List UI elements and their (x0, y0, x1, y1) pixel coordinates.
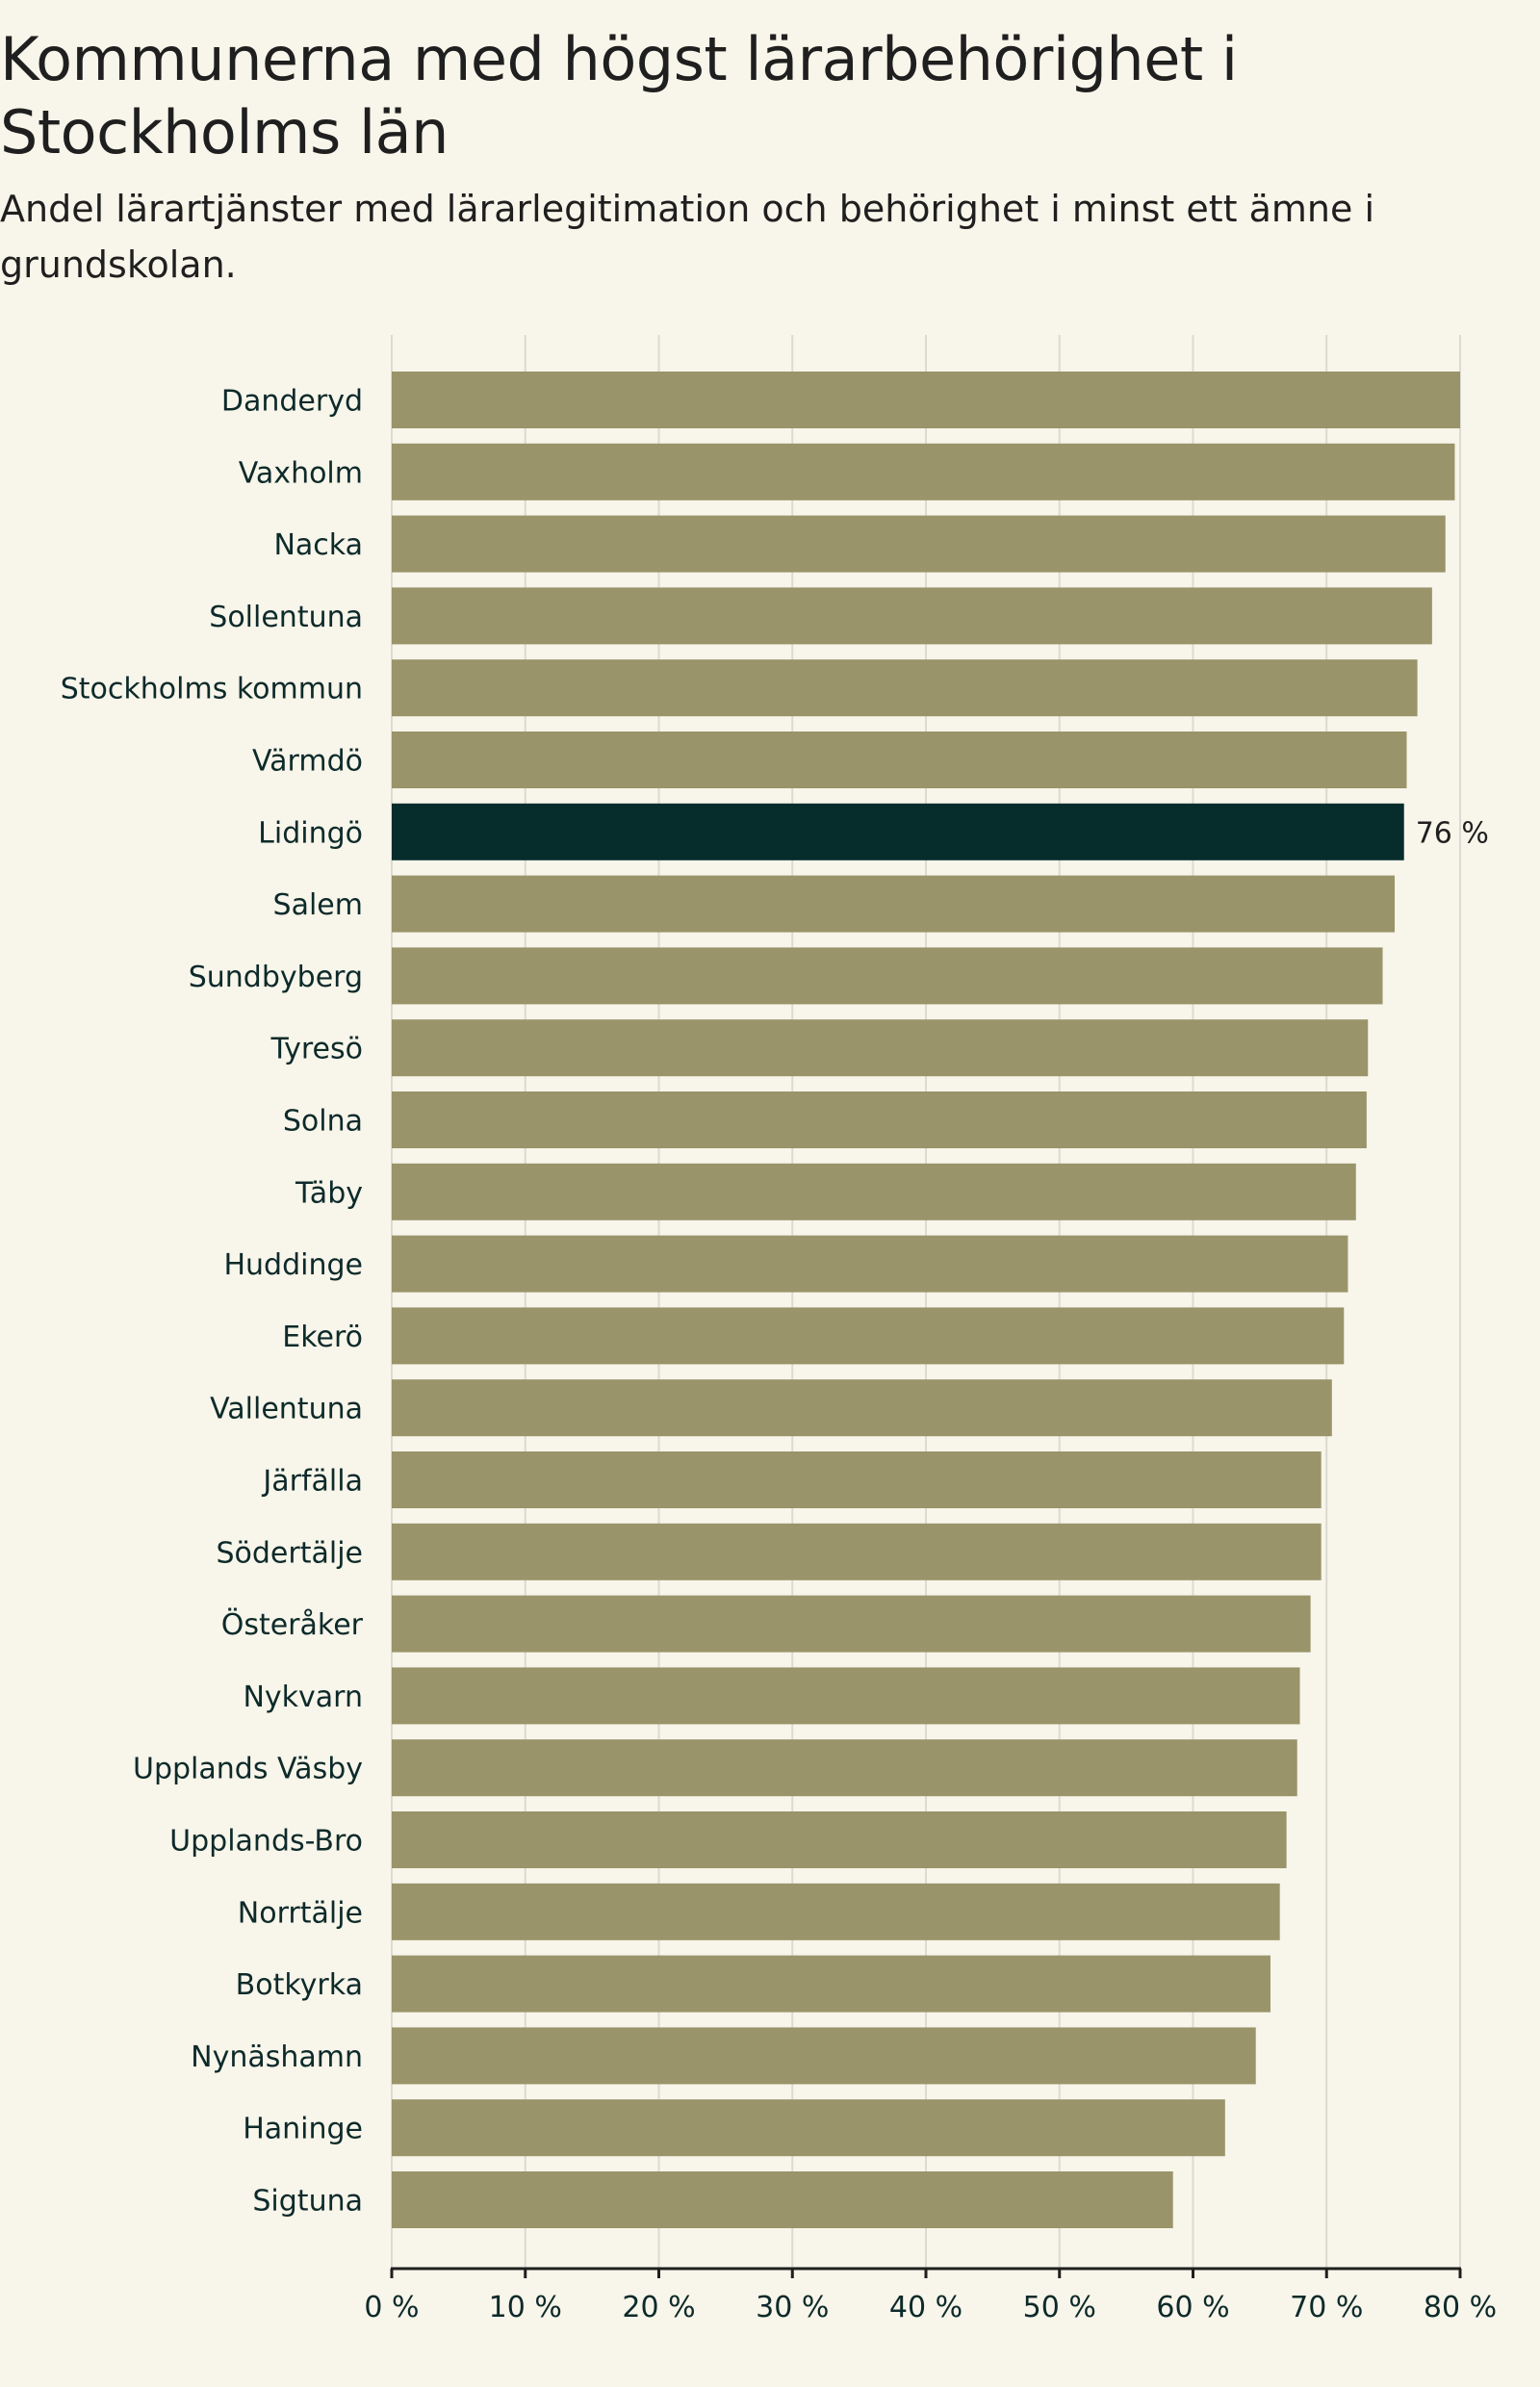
category-label: Nykvarn (243, 1681, 363, 1714)
bar (392, 732, 1407, 788)
category-label: Täby (295, 1176, 363, 1210)
category-label: Botkyrka (236, 1968, 363, 2002)
category-label: Nynäshamn (191, 2040, 363, 2074)
x-axis: 0 % 10 % 20 % 30 % 40 % 50 % 60 % 70 % 80 % (364, 2267, 1497, 2324)
category-label: Salem (273, 888, 363, 922)
category-label: Vaxholm (239, 456, 363, 490)
bars (392, 372, 1460, 2228)
category-label: Järfälla (261, 1465, 363, 1499)
bar (392, 1019, 1369, 1077)
category-label: Norrtälje (238, 1896, 363, 1930)
bar (392, 2171, 1173, 2228)
x-tick-label: 30 % (756, 2291, 829, 2324)
category-labels: Danderyd Vaxholm Nacka Sollentuna Stockholms… (61, 385, 364, 2219)
bar (392, 587, 1432, 645)
bar (392, 1091, 1367, 1148)
bar (392, 1667, 1300, 1725)
bar (392, 659, 1418, 717)
chart-title: Kommunerna med högst lärarbehörighet i S… (0, 24, 1238, 167)
x-tick-label: 40 % (889, 2291, 962, 2324)
annotations: 76 % (1416, 816, 1489, 850)
gridlines (391, 335, 1461, 2269)
category-label: Tyresö (270, 1033, 363, 1066)
category-label: Nacka (273, 528, 363, 562)
bar (392, 1739, 1297, 1797)
category-label: Sundbyberg (189, 961, 363, 994)
category-label: Solna (283, 1105, 363, 1139)
bar (392, 1379, 1332, 1437)
category-label: Värmdö (252, 745, 363, 779)
bar (392, 1235, 1348, 1293)
bar (392, 2027, 1256, 2085)
category-label: Södertälje (216, 1536, 363, 1570)
x-tick-label: 50 % (1023, 2291, 1096, 2324)
x-tick-label: 70 % (1290, 2291, 1363, 2324)
bar (392, 515, 1446, 573)
x-tick-label: 20 % (622, 2291, 695, 2324)
bar (392, 1451, 1322, 1508)
bar (392, 1955, 1270, 2013)
bar (392, 372, 1460, 428)
category-label: Ekerö (282, 1321, 363, 1354)
bar-chart: Danderyd Vaxholm Nacka Sollentuna Stockholms… (61, 335, 1497, 2324)
category-label: Österåker (221, 1607, 364, 1642)
category-label: Sollentuna (209, 601, 363, 634)
category-label: Haninge (243, 2113, 363, 2146)
category-label: Huddinge (223, 1248, 363, 1282)
bar (392, 2099, 1225, 2157)
category-label: Sigtuna (252, 2185, 363, 2219)
x-tick-label: 60 % (1156, 2291, 1229, 2324)
bar (392, 1811, 1287, 1868)
chart-subtitle: Andel lärartjänster med lärarlegitimatio… (0, 188, 1375, 286)
data-label: 76 % (1416, 816, 1489, 850)
x-tick-label: 0 % (364, 2291, 419, 2324)
x-tick-label: 10 % (489, 2291, 562, 2324)
bar (392, 443, 1455, 500)
x-tick-label: 80 % (1424, 2291, 1497, 2324)
bar (392, 875, 1396, 933)
bar (392, 1523, 1322, 1580)
category-label: Upplands Väsby (133, 1753, 363, 1786)
category-label: Vallentuna (210, 1393, 363, 1426)
category-label: Lidingö (258, 816, 363, 850)
bar (392, 947, 1383, 1005)
bar-highlighted (392, 803, 1404, 860)
category-label: Stockholms kommun (61, 673, 363, 706)
bar (392, 1307, 1345, 1365)
bar (392, 1595, 1311, 1653)
category-label: Upplands-Bro (169, 1825, 363, 1859)
category-label: Danderyd (221, 385, 363, 419)
bar (392, 1883, 1280, 1940)
bar (392, 1163, 1356, 1220)
